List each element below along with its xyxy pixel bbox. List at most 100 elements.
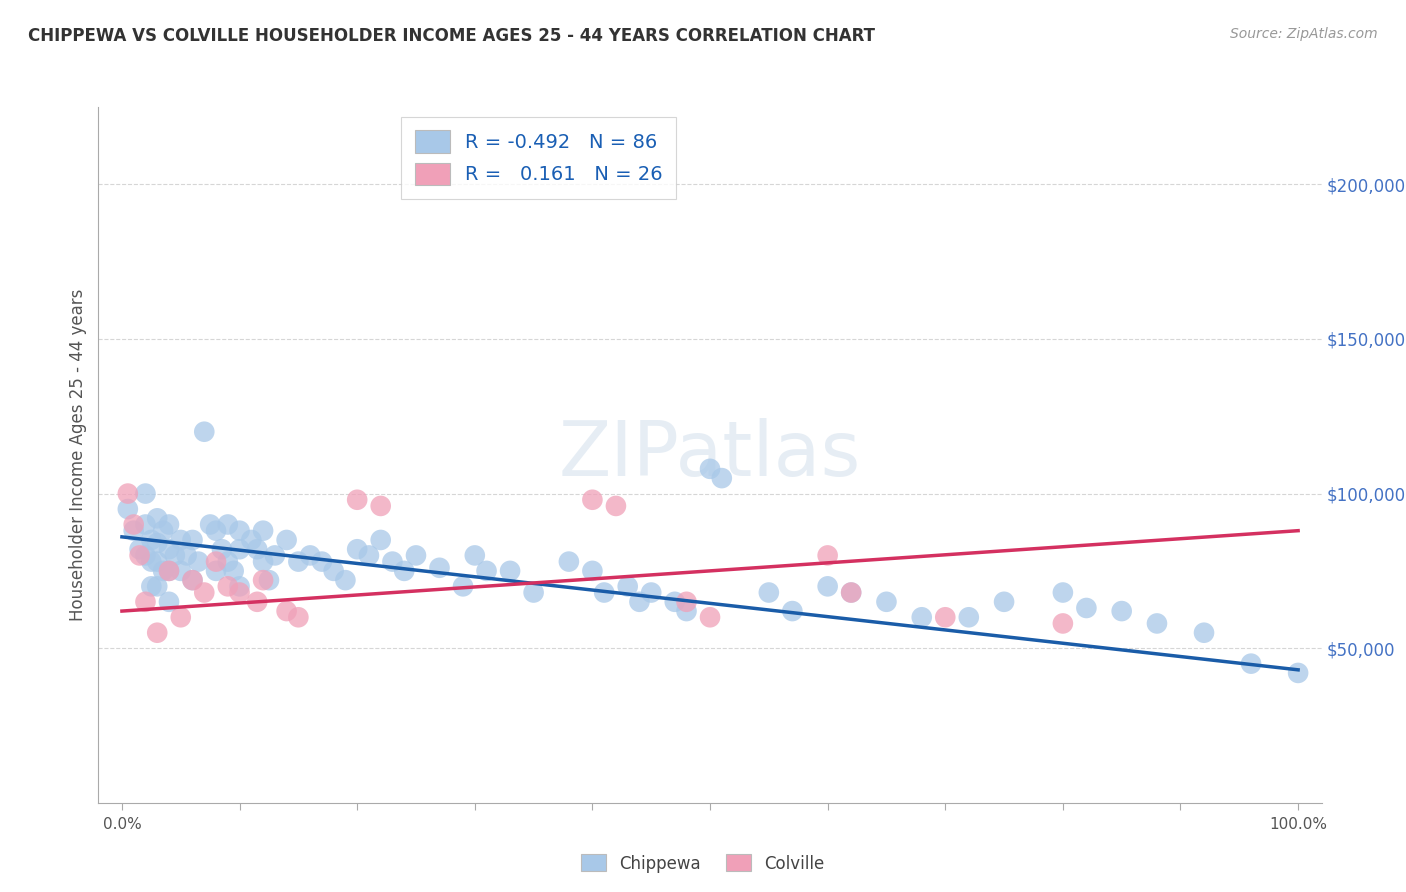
Point	[675, 595, 697, 609]
Point	[240, 533, 263, 547]
Point	[276, 533, 298, 547]
Point	[134, 486, 156, 500]
Legend: R = -0.492   N = 86, R =   0.161   N = 26: R = -0.492 N = 86, R = 0.161 N = 26	[401, 117, 676, 199]
Point	[252, 573, 274, 587]
Point	[181, 533, 204, 547]
Point	[134, 595, 156, 609]
Point	[228, 524, 250, 538]
Point	[287, 610, 309, 624]
Legend: Chippewa, Colville: Chippewa, Colville	[575, 847, 831, 880]
Point	[1052, 585, 1074, 599]
Point	[198, 517, 221, 532]
Point	[335, 573, 357, 587]
Point	[157, 564, 180, 578]
Point	[141, 533, 163, 547]
Point	[381, 555, 404, 569]
Point	[451, 579, 474, 593]
Point	[475, 564, 498, 578]
Point	[370, 533, 392, 547]
Point	[157, 595, 180, 609]
Point	[322, 564, 344, 578]
Point	[134, 517, 156, 532]
Point	[128, 549, 150, 563]
Point	[181, 573, 204, 587]
Point	[117, 486, 139, 500]
Point	[252, 555, 274, 569]
Point	[152, 564, 174, 578]
Point	[357, 549, 380, 563]
Point	[205, 564, 228, 578]
Point	[217, 555, 239, 569]
Point	[664, 595, 686, 609]
Point	[193, 425, 215, 439]
Point	[228, 585, 250, 599]
Point	[957, 610, 980, 624]
Point	[170, 610, 193, 624]
Point	[193, 585, 215, 599]
Point	[181, 573, 204, 587]
Point	[157, 542, 180, 557]
Point	[1240, 657, 1263, 671]
Point	[122, 524, 145, 538]
Point	[157, 517, 180, 532]
Point	[122, 517, 145, 532]
Point	[141, 555, 163, 569]
Point	[1146, 616, 1168, 631]
Point	[1076, 601, 1098, 615]
Point	[146, 511, 169, 525]
Point	[146, 555, 169, 569]
Point	[370, 499, 392, 513]
Point	[299, 549, 322, 563]
Point	[346, 492, 368, 507]
Point	[523, 585, 546, 599]
Point	[170, 564, 193, 578]
Point	[581, 564, 603, 578]
Point	[464, 549, 486, 563]
Point	[429, 561, 451, 575]
Point	[640, 585, 662, 599]
Point	[117, 502, 139, 516]
Point	[875, 595, 897, 609]
Point	[581, 492, 603, 507]
Point	[782, 604, 804, 618]
Point	[134, 549, 156, 563]
Point	[228, 542, 250, 557]
Point	[128, 542, 150, 557]
Point	[246, 542, 269, 557]
Point	[176, 549, 198, 563]
Point	[170, 533, 193, 547]
Point	[205, 555, 228, 569]
Point	[141, 579, 163, 593]
Point	[187, 555, 209, 569]
Point	[558, 555, 581, 569]
Point	[616, 579, 638, 593]
Point	[346, 542, 368, 557]
Point	[839, 585, 862, 599]
Point	[405, 549, 427, 563]
Point	[1192, 625, 1215, 640]
Point	[152, 524, 174, 538]
Point	[222, 564, 245, 578]
Point	[163, 549, 186, 563]
Point	[205, 524, 228, 538]
Point	[157, 564, 180, 578]
Point	[228, 579, 250, 593]
Point	[675, 604, 697, 618]
Point	[710, 471, 733, 485]
Point	[1111, 604, 1133, 618]
Point	[392, 564, 416, 578]
Point	[758, 585, 780, 599]
Point	[263, 549, 285, 563]
Point	[699, 462, 721, 476]
Text: CHIPPEWA VS COLVILLE HOUSEHOLDER INCOME AGES 25 - 44 YEARS CORRELATION CHART: CHIPPEWA VS COLVILLE HOUSEHOLDER INCOME …	[28, 27, 875, 45]
Point	[499, 564, 522, 578]
Point	[246, 595, 269, 609]
Point	[1286, 665, 1309, 680]
Y-axis label: Householder Income Ages 25 - 44 years: Householder Income Ages 25 - 44 years	[69, 289, 87, 621]
Point	[934, 610, 956, 624]
Point	[817, 549, 839, 563]
Point	[211, 542, 233, 557]
Point	[911, 610, 934, 624]
Text: ZIPatlas: ZIPatlas	[558, 418, 862, 491]
Point	[605, 499, 627, 513]
